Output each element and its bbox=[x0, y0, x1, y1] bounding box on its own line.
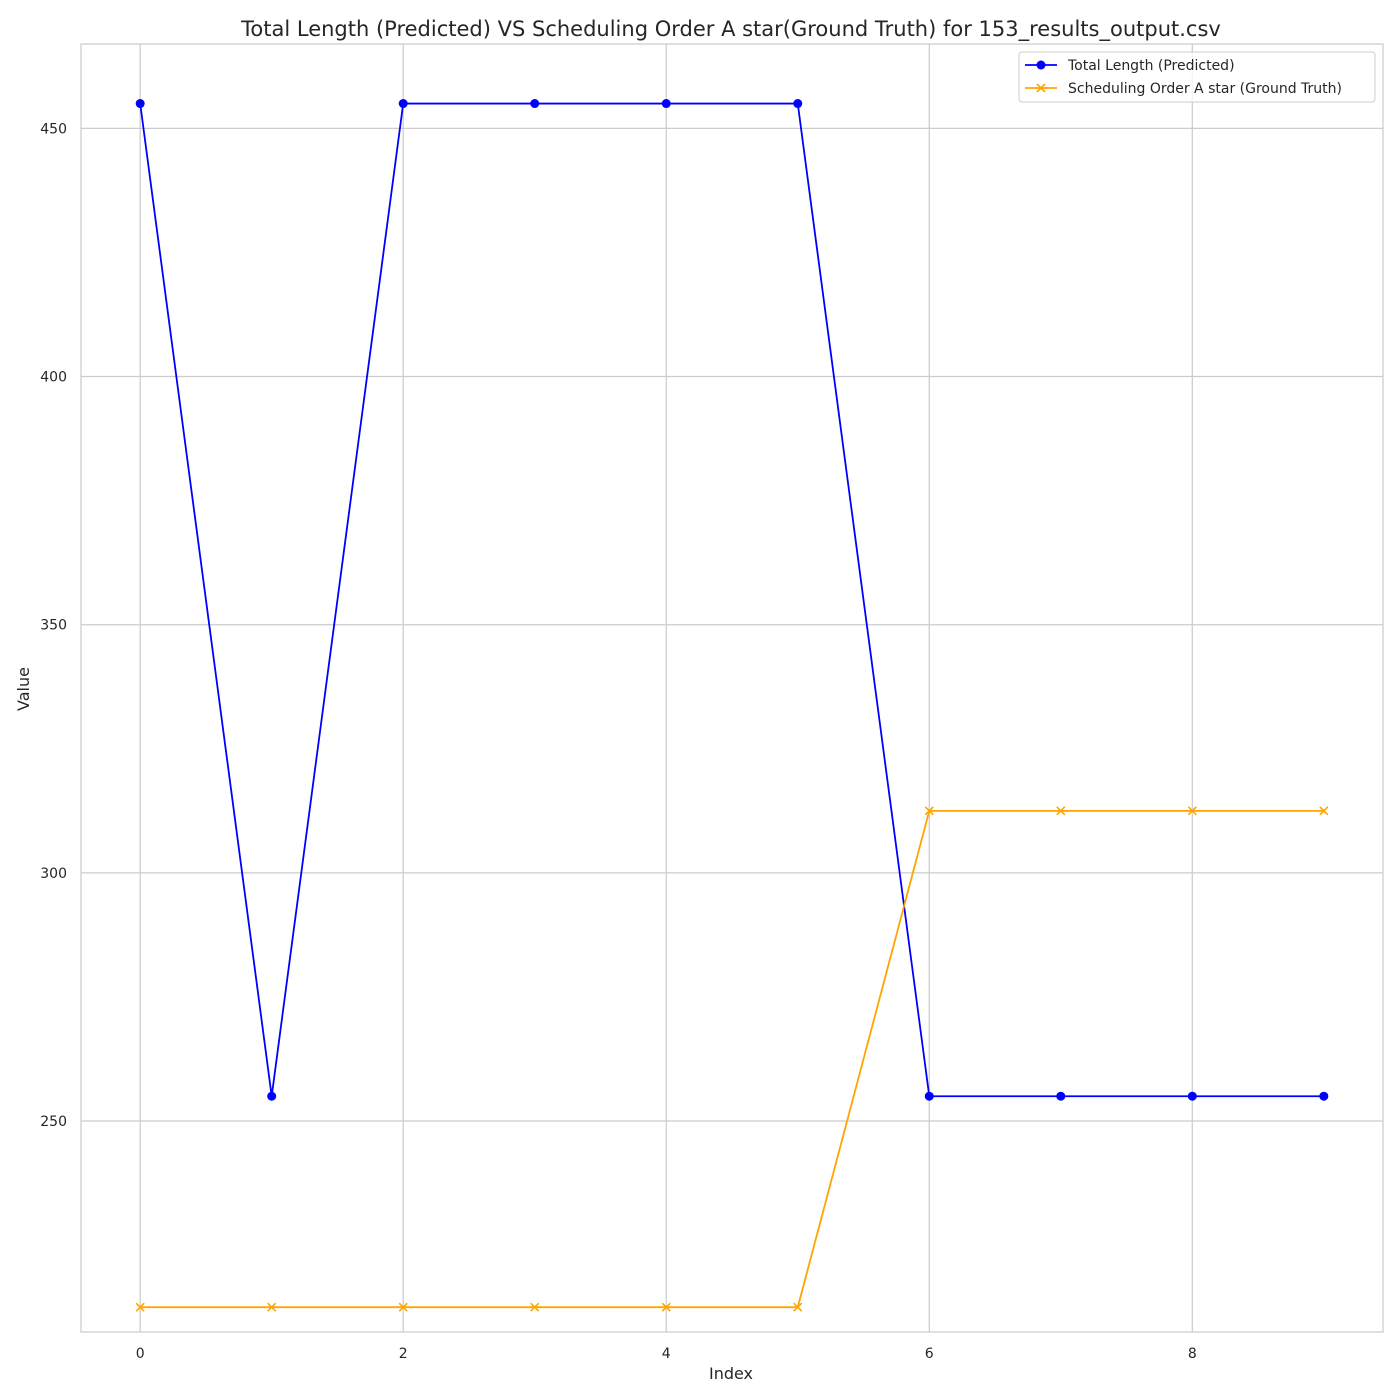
x-axis: 0 2 4 6 8 bbox=[136, 1346, 1197, 1362]
data-point bbox=[1056, 1091, 1066, 1101]
x-tick-label: 8 bbox=[1188, 1346, 1197, 1362]
data-point bbox=[793, 99, 803, 109]
series-1 bbox=[135, 99, 1329, 1101]
data-point bbox=[1187, 1091, 1197, 1101]
x-tick-label: 2 bbox=[399, 1346, 408, 1362]
series-line bbox=[140, 809, 1324, 1309]
legend-item: Scheduling Order A star (Ground Truth) bbox=[1025, 81, 1342, 97]
data-point bbox=[1319, 806, 1329, 816]
y-tick-label: 350 bbox=[40, 618, 67, 634]
data-point bbox=[530, 1302, 540, 1312]
data-point bbox=[793, 1302, 803, 1312]
data-point bbox=[267, 1091, 277, 1101]
chart-title: Total Length (Predicted) VS Scheduling O… bbox=[240, 17, 1221, 42]
data-point bbox=[135, 99, 145, 109]
x-axis-label: Index bbox=[709, 1364, 753, 1383]
data-point bbox=[267, 1302, 277, 1312]
y-axis: 250 300 350 400 450 bbox=[40, 121, 67, 1130]
y-tick-label: 300 bbox=[40, 866, 67, 882]
series-layer bbox=[135, 99, 1329, 1312]
data-point bbox=[135, 1302, 145, 1312]
data-point bbox=[924, 1091, 934, 1101]
data-point bbox=[661, 99, 671, 109]
y-axis-label: Value bbox=[14, 667, 33, 711]
y-tick-label: 250 bbox=[40, 1114, 67, 1130]
data-point bbox=[1187, 806, 1197, 816]
series-line bbox=[139, 102, 1324, 1098]
x-tick-label: 0 bbox=[136, 1346, 145, 1362]
legend-marker bbox=[1036, 60, 1046, 70]
data-point bbox=[398, 1302, 408, 1312]
grid bbox=[81, 44, 1383, 1332]
data-point bbox=[661, 1302, 671, 1312]
legend-marker bbox=[1036, 83, 1046, 93]
data-point bbox=[530, 99, 540, 109]
legend: Total Length (Predicted) Scheduling Order… bbox=[1018, 51, 1376, 103]
legend-label: Scheduling Order A star (Ground Truth) bbox=[1068, 81, 1342, 97]
legend-label: Total Length (Predicted) bbox=[1067, 58, 1235, 74]
legend-box bbox=[1018, 51, 1376, 103]
plot-frame bbox=[80, 43, 1384, 1333]
data-point bbox=[398, 99, 408, 109]
x-tick-label: 4 bbox=[662, 1346, 671, 1362]
y-tick-label: 400 bbox=[40, 370, 67, 386]
data-point bbox=[1056, 806, 1066, 816]
series-2 bbox=[135, 806, 1329, 1312]
legend-item: Total Length (Predicted) bbox=[1025, 58, 1235, 74]
y-tick-label: 450 bbox=[40, 121, 67, 137]
x-tick-label: 6 bbox=[925, 1346, 934, 1362]
data-point bbox=[924, 806, 934, 816]
data-point bbox=[1319, 1091, 1329, 1101]
